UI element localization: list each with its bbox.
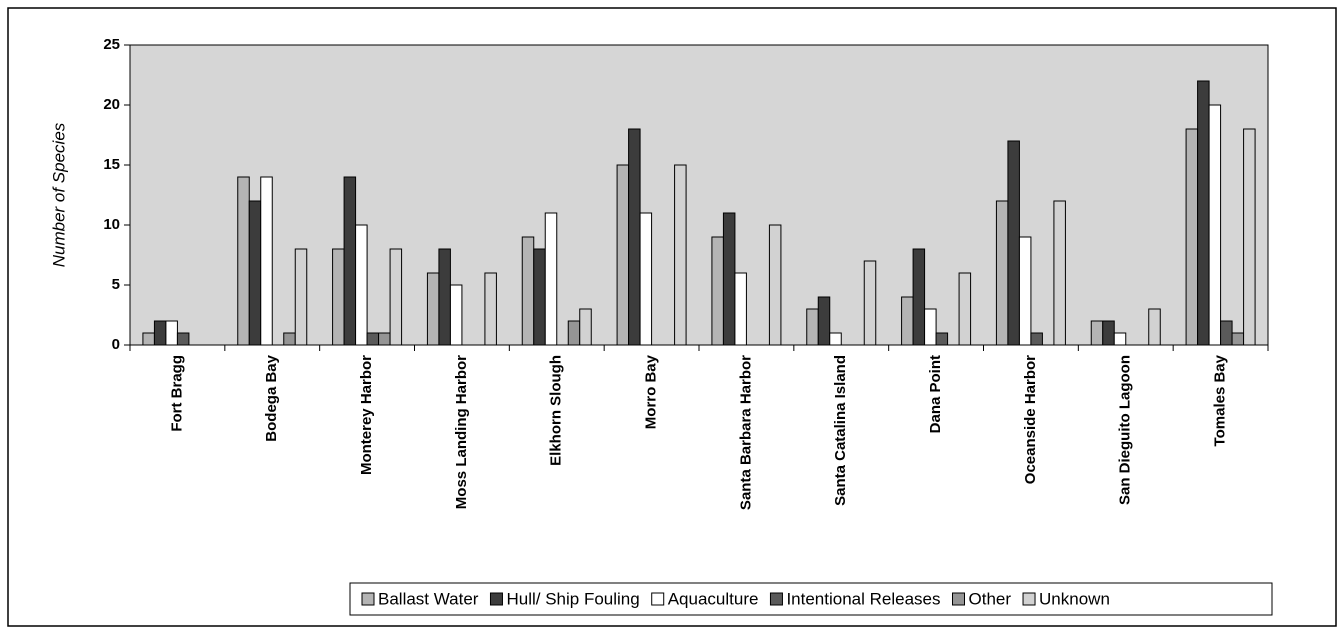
bar xyxy=(1220,320,1233,346)
x-tick-label: Moss Landing Harbor xyxy=(453,355,470,509)
y-tick-label: 15 xyxy=(103,156,120,173)
bar xyxy=(639,212,653,346)
bar xyxy=(1030,332,1043,346)
bar xyxy=(294,248,308,346)
bar xyxy=(533,248,546,346)
bar xyxy=(426,272,440,346)
x-tick-label: San Dieguito Lagoon xyxy=(1117,355,1134,505)
legend-label: Unknown xyxy=(1039,589,1110,608)
bar xyxy=(924,308,937,346)
bar xyxy=(484,272,497,346)
bar xyxy=(829,332,842,346)
bar xyxy=(579,308,592,346)
bar xyxy=(901,296,914,346)
bar xyxy=(1007,140,1020,346)
bar xyxy=(912,248,926,346)
bar xyxy=(817,296,831,346)
x-tick-label: Oceanside Harbor xyxy=(1022,355,1039,484)
legend-label: Hull/ Ship Fouling xyxy=(506,589,639,608)
bar xyxy=(438,248,451,346)
bar xyxy=(616,164,630,346)
bar xyxy=(995,200,1009,346)
bar xyxy=(1243,128,1256,346)
x-tick-label: Tomales Bay xyxy=(1212,354,1229,446)
bar xyxy=(628,128,641,346)
bar xyxy=(1018,236,1032,346)
bar xyxy=(711,236,724,346)
bar xyxy=(176,332,190,346)
x-tick-label: Fort Bragg xyxy=(168,355,185,432)
bar xyxy=(237,176,250,346)
legend-label: Aquaculture xyxy=(668,589,759,608)
bar xyxy=(1197,80,1210,346)
bar xyxy=(153,320,167,346)
bar xyxy=(343,176,357,346)
legend-swatch xyxy=(1022,592,1036,606)
bar xyxy=(1090,320,1104,346)
y-axis-label: Number of Species xyxy=(49,122,68,267)
bar xyxy=(722,212,736,346)
bar xyxy=(958,272,972,346)
y-tick-label: 10 xyxy=(103,216,120,233)
legend-swatch xyxy=(769,592,783,606)
x-tick-label: Morro Bay xyxy=(643,354,660,429)
y-tick-label: 0 xyxy=(112,336,120,353)
bar xyxy=(806,308,819,346)
x-tick-label: Dana Point xyxy=(927,355,944,433)
bar xyxy=(1208,104,1222,346)
bar xyxy=(449,284,463,346)
bar xyxy=(674,164,687,346)
bar xyxy=(366,332,380,346)
bar xyxy=(1102,320,1115,346)
x-tick-label: Elkhorn Slough xyxy=(548,355,565,466)
bar xyxy=(1231,332,1245,346)
bar xyxy=(332,248,345,346)
bar xyxy=(863,260,877,346)
bar xyxy=(567,320,581,346)
bar xyxy=(355,224,368,346)
plot-area xyxy=(129,44,1269,346)
bar xyxy=(1148,308,1161,346)
legend-label: Ballast Water xyxy=(378,589,479,608)
legend-swatch xyxy=(952,592,965,606)
bar xyxy=(283,332,296,346)
legend-swatch xyxy=(361,592,375,606)
bar xyxy=(768,224,782,346)
bar xyxy=(260,176,273,346)
x-tick-label: Santa Catalina Island xyxy=(832,355,849,506)
bar xyxy=(1185,128,1199,346)
bar xyxy=(544,212,558,346)
x-tick-label: Bodega Bay xyxy=(263,354,280,441)
legend-swatch xyxy=(651,592,665,606)
bar xyxy=(734,272,747,346)
bar xyxy=(1113,332,1127,346)
y-tick-label: 20 xyxy=(103,96,120,113)
bar xyxy=(935,332,949,346)
bar xyxy=(521,236,535,346)
legend-label: Intentional Releases xyxy=(786,589,940,608)
bar xyxy=(389,248,403,346)
bar xyxy=(378,332,391,346)
y-tick-label: 5 xyxy=(112,276,120,293)
legend-box xyxy=(349,582,1273,616)
bar xyxy=(1053,200,1066,346)
x-tick-label: Santa Barbara Harbor xyxy=(737,355,754,510)
bar xyxy=(165,320,178,346)
bar xyxy=(142,332,155,346)
y-tick-label: 25 xyxy=(103,36,120,53)
legend-swatch xyxy=(489,592,503,606)
bar xyxy=(248,200,262,346)
legend-label: Other xyxy=(969,589,1012,608)
x-tick-label: Monterey Harbor xyxy=(358,355,375,475)
